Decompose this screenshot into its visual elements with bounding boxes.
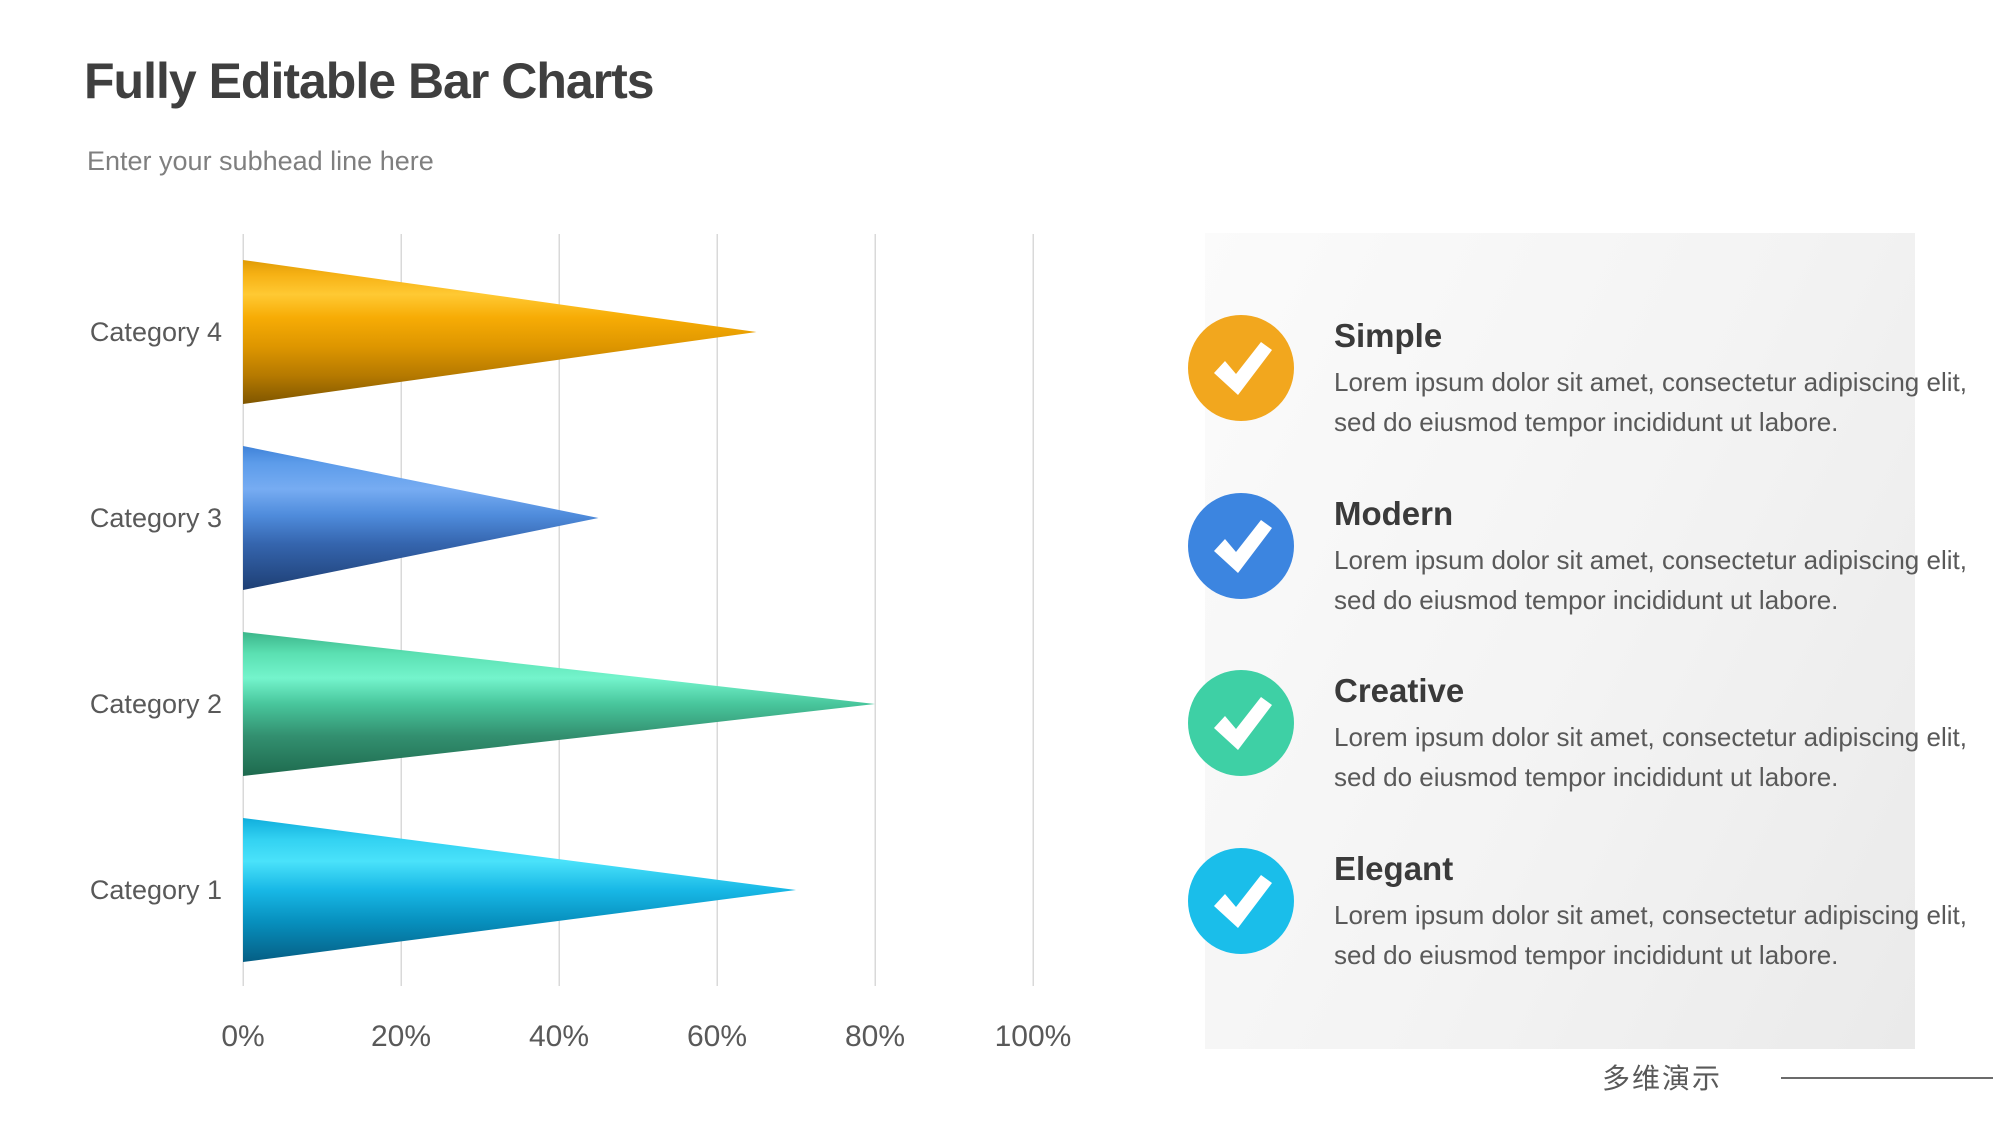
feature-text-block: Simple Lorem ipsum dolor sit amet, consec… [1334,315,1994,442]
x-tick-label: 60% [687,1020,747,1053]
x-tick-label: 0% [221,1020,264,1053]
cone-bar-category-4[interactable] [243,260,757,404]
x-tick-label: 100% [995,1020,1072,1053]
check-circle-modern[interactable] [1188,493,1294,599]
cone-bar-category-2[interactable] [243,632,875,776]
category-label: Category 3 [90,503,222,533]
cone-bar-category-1[interactable] [243,818,796,962]
feature-title[interactable]: Modern [1334,495,1454,532]
check-circle-creative[interactable] [1188,670,1294,776]
feature-title[interactable]: Creative [1334,672,1465,709]
feature-text-block: Modern Lorem ipsum dolor sit amet, consec… [1334,493,1994,620]
check-icon [1214,342,1272,395]
brand-text: 多维演示 [1602,1063,1723,1094]
feature-title[interactable]: Elegant [1334,850,1454,887]
check-circle-simple[interactable] [1188,315,1294,421]
feature-description[interactable]: Lorem ipsum dolor sit amet, consectetur … [1334,721,1967,792]
category-label: Category 1 [90,875,222,905]
feature-title[interactable]: Simple [1334,317,1443,354]
x-tick-label: 40% [529,1020,589,1053]
check-icon [1214,520,1272,573]
feature-description[interactable]: Lorem ipsum dolor sit amet, consectetur … [1334,366,1967,437]
footer-divider-line [1781,1077,1993,1079]
x-tick-label: 80% [845,1020,905,1053]
check-circle-elegant[interactable] [1188,848,1294,954]
feature-text-block: Creative Lorem ipsum dolor sit amet, cons… [1334,670,1994,797]
feature-text-block: Elegant Lorem ipsum dolor sit amet, conse… [1334,848,1994,975]
feature-row-creative: Creative Lorem ipsum dolor sit amet, cons… [1188,670,1994,797]
feature-row-elegant: Elegant Lorem ipsum dolor sit amet, conse… [1188,848,1994,975]
page-title[interactable]: Fully Editable Bar Charts [84,53,655,109]
check-icon [1214,875,1272,928]
category-label: Category 2 [90,689,222,719]
feature-row-modern: Modern Lorem ipsum dolor sit amet, consec… [1188,493,1994,620]
page-subtitle[interactable]: Enter your subhead line here [87,146,434,176]
feature-row-simple: Simple Lorem ipsum dolor sit amet, consec… [1188,315,1994,442]
features-panel-background [1205,233,1915,1049]
feature-description[interactable]: Lorem ipsum dolor sit amet, consectetur … [1334,899,1967,970]
category-label: Category 4 [90,317,222,347]
cone-bar-category-3[interactable] [243,446,599,590]
check-icon [1214,697,1272,750]
feature-description[interactable]: Lorem ipsum dolor sit amet, consectetur … [1334,544,1967,615]
x-tick-label: 20% [371,1020,431,1053]
